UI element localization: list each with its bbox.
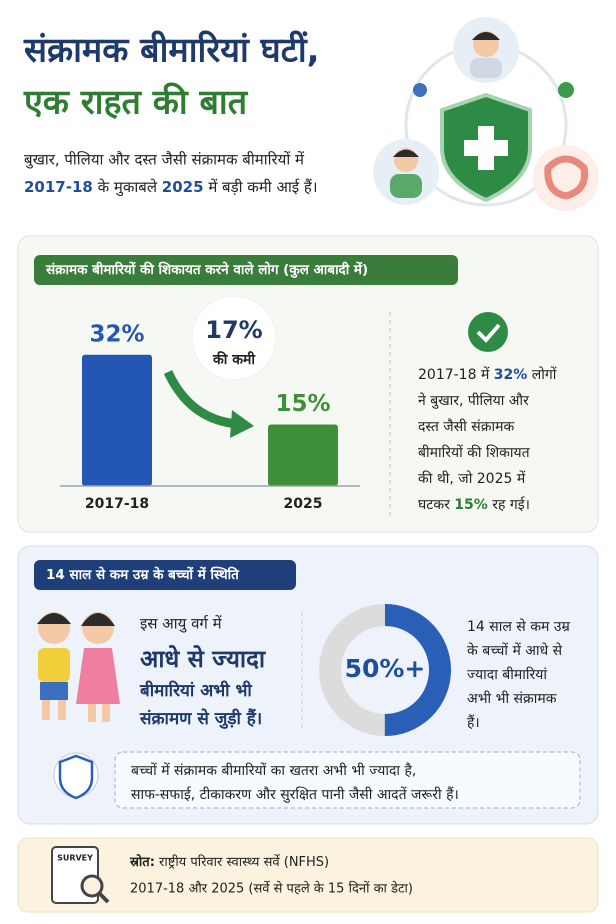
side-text: दस्त जैसी संक्रामक (418, 418, 514, 435)
category-label: 2025 (284, 496, 323, 512)
bar-chart: 32% 2017-18 15% 2025 (82, 321, 338, 512)
year: 2017-18 (24, 178, 93, 196)
arrow-head (230, 410, 254, 438)
right-text: के बच्चों में आधे से (467, 642, 563, 659)
right-text: हैं। (467, 714, 480, 731)
decrease-arrow (163, 370, 239, 429)
title-line1: संक्रामक बीमारियां घटीं, (23, 30, 320, 71)
children-illustration (37, 612, 120, 722)
section-label-bg (34, 255, 458, 285)
category-label: 2017-18 (85, 496, 149, 512)
side-text: घटकर 15% रह गई। (418, 496, 530, 513)
bar (268, 424, 338, 486)
text: के मुकाबले (93, 178, 162, 197)
right-text: 14 साल से कम उम्र (467, 618, 570, 635)
donut-segment (319, 604, 451, 736)
card (17, 235, 599, 533)
side-text: 2017-18 में 32% लोगों (418, 366, 557, 383)
side-text: की थी, जो 2025 में (418, 470, 526, 487)
change-text: की कमी (212, 351, 256, 368)
title-line2: एक राहत की बात (23, 82, 249, 123)
check-mark (476, 323, 501, 343)
shield-icon (58, 754, 94, 800)
note-box (114, 751, 581, 809)
source-text: राष्ट्रीय परिवार स्वास्थ्य सर्वे (NFHS) (155, 854, 329, 870)
value-label: 32% (89, 321, 144, 347)
text: 2017-18 में (418, 366, 494, 383)
text: लोगों (527, 366, 556, 383)
text: घटकर (418, 497, 454, 513)
value-label: 15% (275, 391, 330, 417)
donut-chart (319, 604, 451, 736)
health-illustration (373, 17, 599, 211)
magnifier-handle (97, 891, 110, 904)
year: 2025 (162, 178, 204, 196)
subtitle-line2: 2017-18 के मुकाबले 2025 में बड़ी कमी आई … (24, 178, 318, 197)
section-label-bg (34, 560, 296, 590)
percent: 32% (494, 367, 528, 383)
percent: 15% (454, 497, 488, 513)
left-text: संक्रामण से जुड़ी हैं। (139, 708, 262, 729)
icon-label: SURVEY (57, 854, 93, 863)
check-icon (468, 312, 508, 352)
source: स्रोत: राष्ट्रीय परिवार स्वास्थ्य सर्वे … (129, 854, 329, 870)
right-text: ज्यादा बीमारियां (467, 666, 547, 683)
footer-card (17, 837, 599, 913)
source-line: 2017-18 और 2025 (सर्वे से पहले के 15 दिन… (130, 881, 413, 897)
subtitle-line1: बुखार, पीलिया और दस्त जैसी संक्रामक बीमा… (24, 151, 305, 170)
side-text: ने बुखार, पीलिया और (418, 392, 529, 409)
left-emphasis: आधे से ज्यादा (140, 645, 266, 673)
section-label: 14 साल से कम उम्र के बच्चों में स्थिति (46, 566, 240, 583)
section-label: संक्रामक बीमारियों की शिकायत करने वाले ल… (45, 261, 368, 278)
note-text: बच्चों में संक्रामक बीमारियों का खतरा अभ… (131, 762, 416, 779)
magnifier-icon (80, 874, 104, 898)
source-label: स्रोत: (129, 854, 155, 870)
right-text: अभी भी संक्रामक (467, 690, 557, 707)
left-text: बीमारियां अभी भी (139, 680, 252, 701)
change-badge (191, 295, 277, 381)
text: रह गई। (488, 496, 530, 513)
text: में बड़ी कमी आई हैं। (204, 178, 318, 196)
left-text: इस आयु वर्ग में (140, 615, 223, 634)
note-text: साफ-सफाई, टीकाकरण और सुरक्षित पानी जैसी … (131, 786, 459, 803)
donut-label: 50%+ (345, 654, 426, 683)
change-value: 17% (205, 316, 262, 344)
bar (82, 354, 152, 486)
side-text: बीमारियों की शिकायत (418, 444, 531, 461)
